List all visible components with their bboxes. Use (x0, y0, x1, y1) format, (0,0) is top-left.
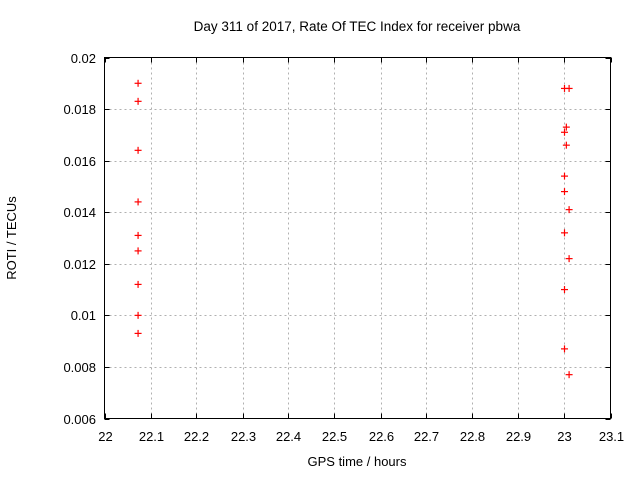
y-tick-label: 0.012 (63, 257, 96, 272)
data-point (565, 206, 573, 214)
data-point (134, 79, 142, 87)
y-tick-label: 0.008 (63, 360, 96, 375)
data-point (134, 329, 142, 337)
x-tick-label: 22.9 (506, 429, 531, 444)
x-tick-label: 23.1 (599, 429, 624, 444)
x-tick-label: 22.3 (231, 429, 256, 444)
data-point (565, 371, 573, 379)
data-point (134, 247, 142, 255)
data-point (562, 141, 570, 149)
x-tick-label: 22 (98, 429, 112, 444)
data-point (134, 311, 142, 319)
data-point (565, 255, 573, 263)
x-tick-label: 22.6 (369, 429, 394, 444)
x-tick-label: 22.5 (322, 429, 347, 444)
plot-border (104, 57, 611, 419)
y-tick-label: 0.018 (63, 102, 96, 117)
data-point (134, 280, 142, 288)
tick-marks (104, 57, 612, 420)
x-tick-label: 22.2 (184, 429, 209, 444)
y-tick-label: 0.006 (63, 412, 96, 427)
data-point (561, 286, 568, 294)
x-tick-labels: 22 22.1 22.2 22.3 22.4 22.5 22.6 22.7 22.8 22.9 23… (98, 429, 624, 444)
y-tick-label: 0.02 (71, 51, 96, 66)
y-tick-label: 0.01 (71, 308, 96, 323)
data-point (561, 345, 568, 353)
x-tick-label: 22.8 (460, 429, 485, 444)
y-tick-label: 0.016 (63, 154, 96, 169)
data-point (134, 97, 142, 105)
data-point (562, 123, 570, 131)
data-point (561, 188, 568, 196)
chart-title: Day 311 of 2017, Rate Of TEC Index for r… (194, 19, 521, 34)
data-point (565, 84, 573, 92)
x-tick-label: 22.1 (139, 429, 164, 444)
x-tick-label: 22.7 (414, 429, 439, 444)
gridlines (104, 57, 611, 419)
x-tick-label: 22.4 (276, 429, 301, 444)
data-point (134, 198, 142, 206)
y-axis-label: ROTI / TECUs (4, 196, 19, 280)
x-tick-label: 23 (557, 429, 571, 444)
y-tick-label: 0.014 (63, 205, 96, 220)
data-point (561, 229, 568, 237)
y-tick-labels: 0.006 0.008 0.01 0.012 0.014 0.016 0.018 0.02 (63, 51, 96, 427)
x-axis-label: GPS time / hours (308, 454, 407, 469)
data-point (561, 128, 568, 136)
data-point (134, 231, 142, 239)
data-points (134, 79, 573, 379)
data-point (134, 146, 142, 154)
data-point (561, 172, 568, 180)
